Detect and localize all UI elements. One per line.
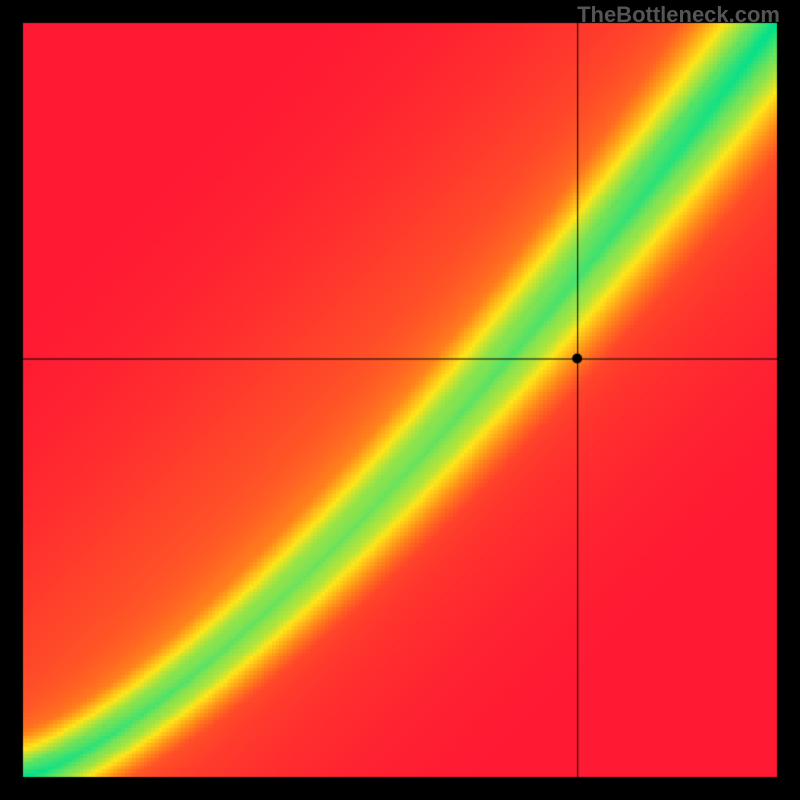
heatmap-canvas	[0, 0, 800, 800]
chart-container: TheBottleneck.com	[0, 0, 800, 800]
watermark-text: TheBottleneck.com	[577, 2, 780, 28]
